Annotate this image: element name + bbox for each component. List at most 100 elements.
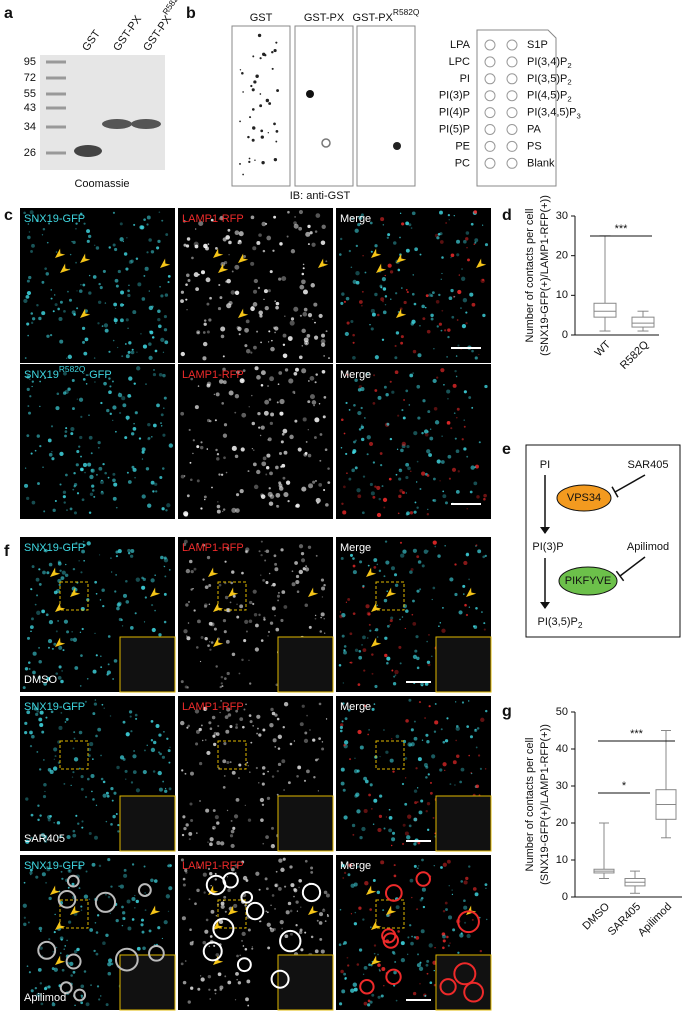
signal	[471, 918, 474, 921]
signal	[426, 959, 430, 963]
signal	[307, 400, 311, 404]
signal	[134, 411, 138, 415]
signal	[450, 427, 453, 430]
signal	[239, 488, 244, 494]
signal	[76, 398, 79, 400]
lipid-label: PA	[527, 123, 542, 135]
text-part: PE	[455, 140, 470, 152]
signal	[257, 286, 261, 290]
signal	[36, 751, 39, 753]
signal	[278, 371, 283, 375]
inset	[277, 954, 334, 1011]
signal	[207, 243, 210, 246]
signal	[109, 912, 112, 915]
signal	[41, 280, 45, 284]
signal	[425, 963, 429, 967]
signal	[188, 831, 193, 836]
signal	[234, 863, 239, 868]
signal	[24, 667, 29, 671]
signal	[38, 568, 41, 571]
signal	[72, 240, 76, 244]
signal	[39, 982, 43, 985]
speck	[273, 158, 278, 162]
signal	[222, 619, 227, 623]
signal	[294, 561, 298, 565]
signal	[150, 250, 155, 254]
signal	[362, 475, 366, 478]
signal	[196, 888, 200, 893]
signal	[459, 780, 462, 784]
signal	[251, 947, 254, 950]
signal	[103, 707, 105, 709]
signal	[37, 818, 40, 822]
signal	[250, 261, 255, 266]
signal	[444, 901, 448, 905]
signal	[424, 994, 427, 997]
signal	[112, 472, 116, 476]
signal	[471, 349, 474, 353]
signal	[233, 903, 238, 908]
signal	[73, 485, 76, 488]
signal	[248, 659, 250, 662]
signal	[195, 228, 197, 230]
signal	[36, 992, 41, 997]
signal	[53, 642, 57, 646]
signal	[45, 613, 49, 617]
signal	[71, 631, 73, 633]
signal	[446, 717, 449, 720]
signal	[70, 432, 74, 436]
signal	[350, 320, 354, 324]
signal	[120, 303, 124, 307]
signal	[185, 823, 189, 827]
signal	[161, 937, 164, 940]
signal	[211, 715, 216, 720]
signal	[52, 766, 58, 771]
signal	[204, 636, 208, 641]
signal	[436, 459, 441, 464]
signal	[343, 645, 347, 648]
signal	[259, 797, 265, 803]
signal	[293, 888, 298, 893]
signal	[413, 864, 417, 868]
signal	[58, 725, 63, 730]
signal	[398, 494, 402, 499]
signal	[72, 637, 78, 642]
signal	[374, 355, 379, 360]
signal	[255, 623, 259, 628]
signal	[309, 231, 313, 235]
signal	[455, 739, 457, 742]
signal	[252, 462, 257, 467]
signal	[447, 915, 453, 920]
signal	[200, 977, 205, 982]
signal	[424, 432, 429, 437]
signal	[361, 290, 364, 293]
signal	[254, 647, 260, 652]
signal	[39, 946, 43, 950]
signal	[383, 827, 386, 830]
signal	[312, 738, 316, 742]
signal	[64, 573, 69, 578]
arrowhead	[371, 248, 382, 258]
signal	[275, 870, 278, 873]
roi-box	[217, 740, 247, 770]
signal	[354, 648, 359, 652]
signal	[405, 288, 408, 291]
signal	[202, 356, 207, 361]
signal	[42, 795, 47, 799]
signal	[24, 483, 29, 488]
signal	[88, 435, 93, 440]
signal	[447, 944, 450, 947]
signal	[239, 717, 244, 722]
signal	[125, 318, 129, 322]
signal	[85, 870, 88, 873]
signal	[145, 383, 147, 385]
signal	[245, 703, 247, 706]
signal	[417, 841, 421, 845]
signal	[358, 215, 363, 220]
signal	[321, 741, 324, 743]
signal	[39, 445, 42, 448]
significance-label: *	[622, 780, 627, 792]
signal	[48, 896, 52, 901]
signal	[344, 717, 348, 721]
signal	[477, 549, 482, 554]
